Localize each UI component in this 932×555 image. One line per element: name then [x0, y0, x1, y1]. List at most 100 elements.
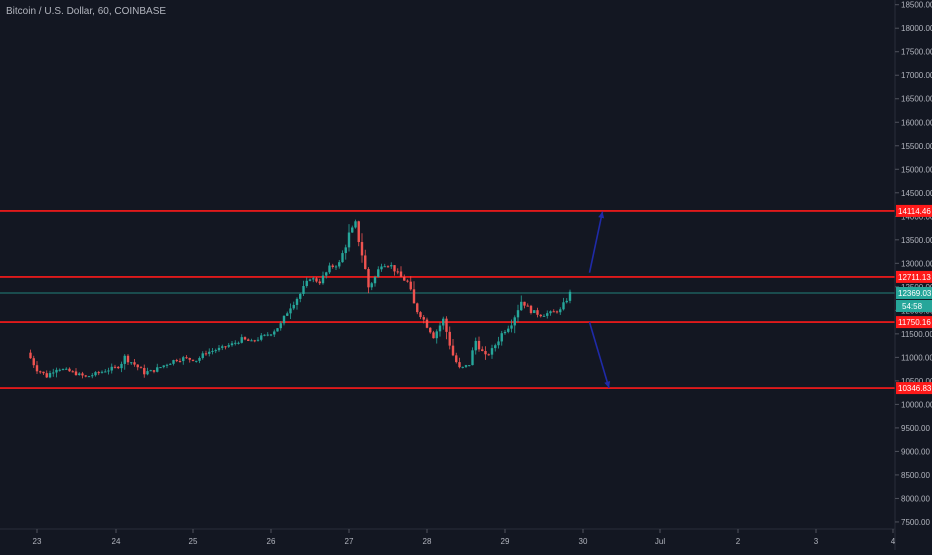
candle-body	[331, 265, 334, 268]
candle-body	[253, 340, 256, 342]
y-tick-label: 8500.00	[901, 471, 930, 480]
candle-body	[542, 315, 546, 317]
candle-body	[162, 365, 165, 368]
candle-body	[230, 343, 234, 346]
candle-body	[425, 319, 429, 328]
level-label: 10346.83	[898, 384, 932, 393]
x-tick-label: 24	[112, 537, 121, 546]
x-tick-label: 23	[33, 537, 42, 546]
y-tick-label: 15500.00	[901, 142, 932, 151]
x-tick-label: 25	[189, 537, 198, 546]
candle-body	[529, 305, 533, 314]
candle-body	[221, 346, 224, 348]
candle-body	[412, 289, 416, 304]
candle-body	[273, 331, 276, 335]
level-label: 11750.16	[898, 318, 931, 327]
candle-body	[513, 317, 516, 326]
candlesticks	[29, 219, 572, 379]
candle-body	[432, 332, 435, 339]
level-label-box	[896, 316, 932, 329]
last-price-label: 12369.03	[898, 289, 932, 298]
candle-body	[481, 349, 484, 352]
candle-body	[100, 371, 104, 373]
candle-body	[464, 365, 468, 367]
y-tick-label: 13500.00	[901, 236, 932, 245]
candle-body	[507, 328, 510, 332]
candle-body	[299, 293, 302, 299]
candle-body	[139, 367, 143, 369]
candle-body	[562, 302, 565, 310]
symbol-title[interactable]: Bitcoin / U.S. Dollar, 60, COINBASE	[6, 6, 167, 17]
candle-body	[357, 221, 360, 243]
candle-body	[549, 311, 552, 314]
candle-body	[302, 286, 305, 294]
candle-body	[208, 351, 211, 354]
candle-body	[526, 305, 529, 307]
candle-body	[156, 367, 159, 372]
candle-body	[152, 370, 156, 372]
candle-body	[533, 310, 536, 314]
countdown-box	[896, 299, 932, 312]
candle-body	[94, 372, 97, 376]
candle-body	[104, 371, 107, 373]
candle-body	[555, 311, 559, 313]
x-tick-label: 27	[345, 537, 354, 546]
candle-body	[367, 269, 370, 288]
candle-body	[65, 368, 68, 370]
candle-body	[234, 342, 237, 344]
candle-body	[61, 369, 65, 371]
candle-body	[110, 366, 113, 371]
candle-body	[149, 370, 152, 372]
y-tick-label: 16500.00	[901, 95, 932, 104]
candle-body	[494, 345, 497, 349]
candle-body	[39, 371, 42, 373]
candle-body	[71, 371, 74, 373]
y-tick-label: 11500.00	[901, 330, 932, 339]
candle-body	[536, 310, 539, 315]
y-tick-label: 17000.00	[901, 71, 932, 80]
candle-body	[347, 232, 351, 248]
candle-body	[503, 331, 507, 334]
candle-body	[204, 353, 208, 355]
candle-body	[227, 345, 230, 347]
candle-body	[409, 281, 412, 290]
candle-body	[458, 362, 461, 368]
candle-body	[78, 373, 81, 376]
x-tick-label: 26	[267, 537, 276, 546]
candle-body	[565, 300, 568, 303]
y-tick-label: 9500.00	[901, 424, 930, 433]
candle-body	[107, 370, 110, 372]
y-tick-label: 18000.00	[901, 24, 932, 33]
candle-body	[390, 265, 393, 267]
forecast-arrows	[588, 211, 611, 389]
y-tick-label: 10500.00	[901, 377, 932, 386]
candle-body	[175, 360, 178, 362]
y-tick-label: 13000.00	[901, 259, 932, 268]
x-tick-label: 28	[423, 537, 432, 546]
candle-body	[32, 358, 35, 366]
candle-body	[393, 265, 396, 272]
time-axis[interactable]: 23 24 25 26 27 28 29 30 Jul 2 3 4	[0, 528, 896, 546]
candle-body	[490, 348, 494, 355]
candle-body	[276, 328, 279, 332]
candle-body	[539, 314, 542, 317]
candle-body	[318, 281, 321, 284]
candle-body	[396, 271, 399, 273]
candle-body	[211, 350, 214, 352]
candle-body	[500, 333, 503, 342]
candle-body	[312, 278, 315, 280]
candle-body	[97, 372, 100, 374]
candle-body	[334, 266, 338, 268]
candle-body	[559, 309, 562, 313]
candle-body	[321, 275, 325, 284]
candle-body	[113, 366, 117, 368]
forecast-arrow-head	[598, 211, 605, 219]
candle-body	[84, 375, 87, 377]
candle-body	[546, 313, 549, 316]
candle-body	[474, 340, 477, 351]
candle-body	[159, 367, 162, 369]
candle-body	[487, 354, 490, 356]
candle-body	[143, 368, 146, 375]
